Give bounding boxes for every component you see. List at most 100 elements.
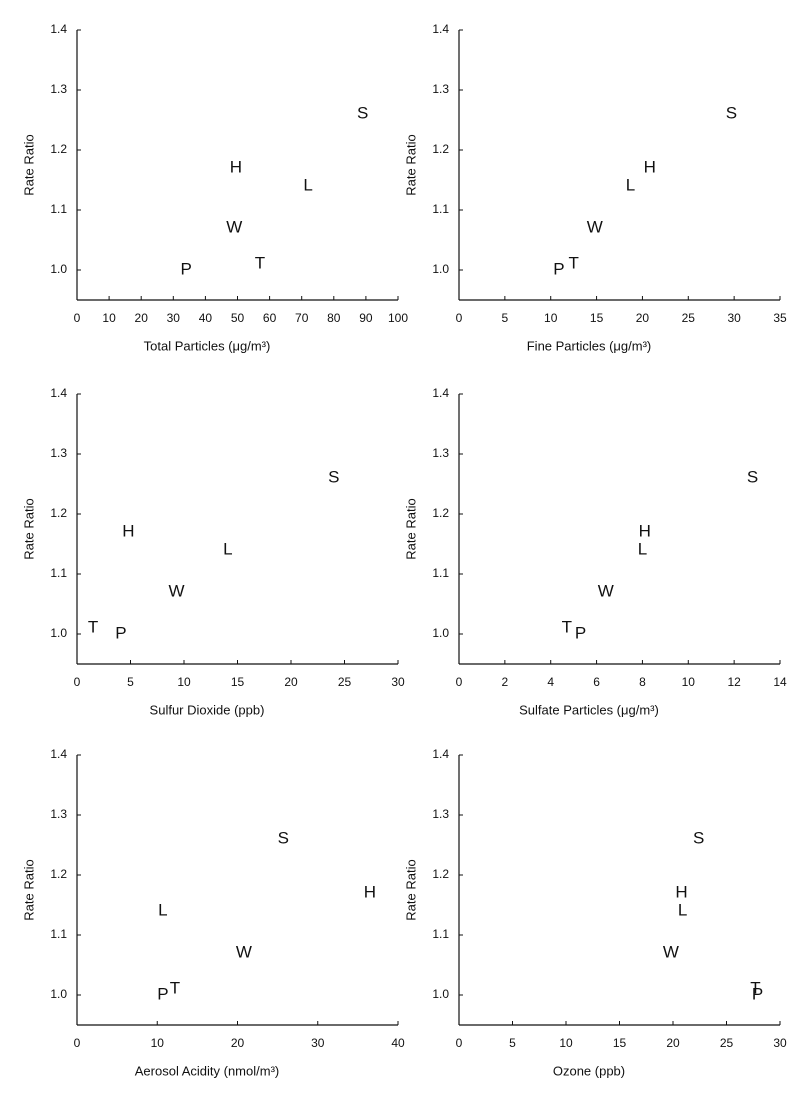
point-letter: P [752, 984, 763, 1003]
y-tick-label: 1.0 [50, 987, 67, 1001]
x-tick-label: 40 [391, 1036, 405, 1050]
x-tick-label: 0 [74, 675, 81, 689]
point-letter: W [226, 217, 242, 236]
x-tick-label: 0 [456, 311, 463, 325]
y-tick-label: 1.3 [50, 446, 67, 460]
point-letter: S [278, 828, 289, 847]
y-axis-label: Rate Ratio [21, 498, 36, 559]
y-axis-label: Rate Ratio [403, 498, 418, 559]
point-letter: H [639, 521, 651, 540]
point-letter: T [88, 617, 98, 636]
x-axis-label: Ozone (ppb) [553, 1063, 625, 1078]
y-tick-label: 1.4 [50, 386, 67, 400]
x-axis-label: Sulfate Particles (μg/m³) [519, 702, 659, 717]
y-tick-label: 1.3 [50, 807, 67, 821]
x-tick-label: 12 [727, 675, 741, 689]
point-letter: S [357, 103, 368, 122]
x-tick-label: 20 [636, 311, 650, 325]
y-tick-label: 1.1 [432, 566, 449, 580]
x-tick-label: 30 [311, 1036, 325, 1050]
point-letter: W [236, 942, 252, 961]
point-letter: L [678, 900, 687, 919]
x-tick-label: 25 [682, 311, 696, 325]
point-letter: S [747, 467, 758, 486]
x-tick-label: 25 [338, 675, 352, 689]
point-letter: T [255, 253, 265, 272]
y-tick-label: 1.3 [432, 446, 449, 460]
point-letter: H [675, 882, 687, 901]
y-tick-label: 1.2 [432, 506, 449, 520]
x-tick-label: 0 [74, 311, 81, 325]
x-tick-label: 10 [151, 1036, 165, 1050]
x-axis-label: Sulfur Dioxide (ppb) [150, 702, 265, 717]
x-tick-label: 100 [388, 311, 408, 325]
x-tick-label: 15 [613, 1036, 627, 1050]
x-tick-label: 0 [74, 1036, 81, 1050]
x-tick-label: 5 [127, 675, 134, 689]
y-tick-label: 1.2 [50, 142, 67, 156]
point-letter: L [303, 175, 312, 194]
x-tick-label: 90 [359, 311, 373, 325]
y-tick-label: 1.3 [432, 82, 449, 96]
x-tick-label: 25 [720, 1036, 734, 1050]
point-letter: P [180, 259, 191, 278]
x-tick-label: 10 [544, 311, 558, 325]
point-letter: T [750, 978, 760, 997]
point-letter: P [157, 984, 168, 1003]
point-letter: T [170, 978, 180, 997]
y-axis-label: Rate Ratio [403, 134, 418, 195]
y-tick-label: 1.1 [50, 202, 67, 216]
x-tick-label: 20 [135, 311, 149, 325]
y-tick-label: 1.0 [50, 626, 67, 640]
y-tick-label: 1.0 [50, 262, 67, 276]
y-tick-label: 1.0 [432, 987, 449, 1001]
y-tick-label: 1.3 [432, 807, 449, 821]
point-letter: P [553, 259, 564, 278]
x-tick-label: 20 [284, 675, 298, 689]
x-tick-label: 35 [773, 311, 787, 325]
x-tick-label: 70 [295, 311, 309, 325]
point-letter: P [575, 623, 586, 642]
x-tick-label: 10 [177, 675, 191, 689]
x-tick-label: 20 [666, 1036, 680, 1050]
y-axis-label: Rate Ratio [403, 859, 418, 920]
x-tick-label: 5 [509, 1036, 516, 1050]
x-tick-label: 50 [231, 311, 245, 325]
y-tick-label: 1.1 [432, 202, 449, 216]
x-tick-label: 15 [590, 311, 604, 325]
point-letter: H [230, 157, 242, 176]
y-tick-label: 1.4 [432, 22, 449, 36]
y-tick-label: 1.2 [432, 867, 449, 881]
y-tick-label: 1.2 [50, 506, 67, 520]
x-tick-label: 15 [231, 675, 245, 689]
x-axis-label: Total Particles (μg/m³) [144, 338, 271, 353]
point-letter: W [663, 942, 679, 961]
x-tick-label: 40 [199, 311, 213, 325]
x-axis-label: Aerosol Acidity (nmol/m³) [135, 1063, 279, 1078]
x-tick-label: 60 [263, 311, 277, 325]
x-tick-label: 2 [502, 675, 509, 689]
x-tick-label: 0 [456, 1036, 463, 1050]
y-axis-label: Rate Ratio [21, 859, 36, 920]
y-tick-label: 1.1 [50, 927, 67, 941]
x-tick-label: 30 [391, 675, 405, 689]
x-tick-label: 5 [502, 311, 509, 325]
x-axis-label: Fine Particles (μg/m³) [527, 338, 652, 353]
x-tick-label: 8 [639, 675, 646, 689]
point-letter: W [598, 581, 614, 600]
y-tick-label: 1.2 [50, 867, 67, 881]
point-letter: S [726, 103, 737, 122]
y-tick-label: 1.1 [50, 566, 67, 580]
x-tick-label: 10 [102, 311, 116, 325]
point-letter: H [122, 521, 134, 540]
point-letter: T [562, 617, 572, 636]
point-letter: S [693, 828, 704, 847]
point-letter: S [328, 467, 339, 486]
x-tick-label: 30 [167, 311, 181, 325]
y-tick-label: 1.4 [50, 22, 67, 36]
y-tick-label: 1.4 [432, 386, 449, 400]
point-letter: L [626, 175, 635, 194]
point-letter: L [158, 900, 167, 919]
y-tick-label: 1.0 [432, 626, 449, 640]
